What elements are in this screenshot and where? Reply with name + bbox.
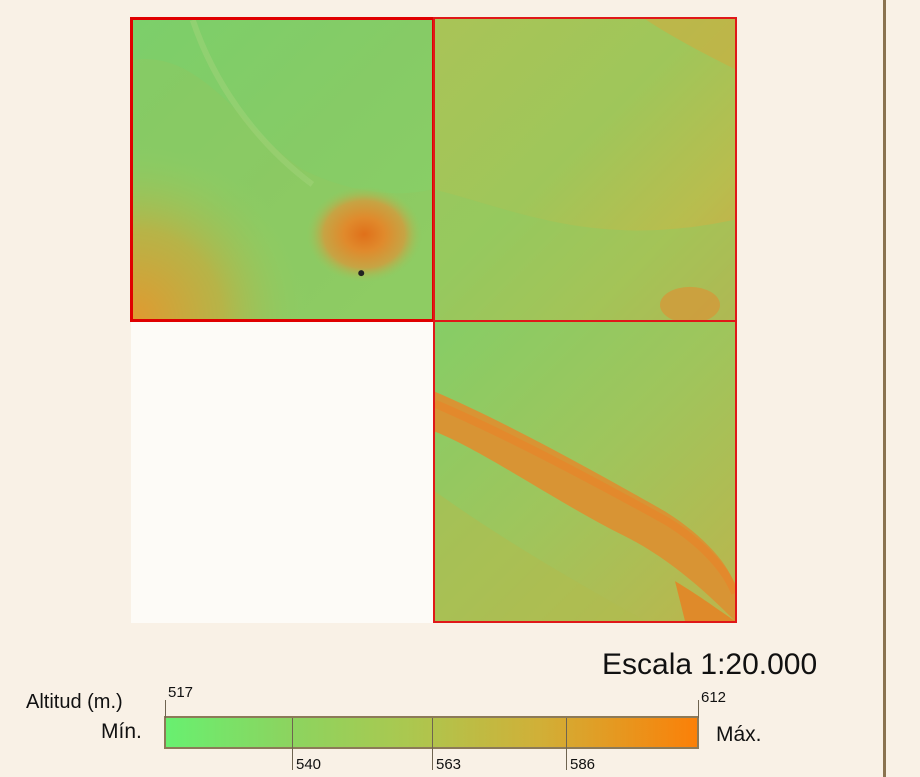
elevation-relief-ne: [435, 19, 735, 320]
legend-tick-586: [566, 718, 567, 770]
legend-tick-540: [292, 718, 293, 770]
legend-max-label: Máx.: [716, 723, 762, 746]
legend-min-label: Mín.: [101, 720, 142, 743]
legend-break-563: 563: [436, 756, 462, 773]
legend-max-value: 612: [701, 689, 727, 706]
right-border-rule: [883, 0, 886, 777]
map-tile-northwest[interactable]: [130, 17, 435, 322]
map-tile-southeast[interactable]: [433, 320, 737, 623]
elevation-relief-nw: [133, 20, 432, 319]
legend-min-value: 517: [168, 684, 194, 701]
legend-break-540: 540: [296, 756, 322, 773]
legend-tick-563: [432, 718, 433, 770]
map-scale-label: Escala 1:20.000: [602, 648, 818, 681]
elevation-relief-se: [435, 322, 735, 621]
altitude-color-ramp: [164, 716, 699, 749]
legend-tick-min: [165, 700, 166, 718]
no-data-area: [131, 321, 433, 623]
legend-break-586: 586: [570, 756, 596, 773]
map-tile-northeast[interactable]: [433, 17, 737, 322]
legend-title: Altitud (m.): [26, 691, 123, 713]
legend-tick-max: [698, 700, 699, 718]
